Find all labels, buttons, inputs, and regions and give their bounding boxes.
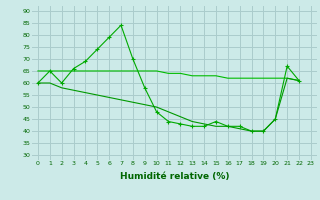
X-axis label: Humidité relative (%): Humidité relative (%) (120, 172, 229, 181)
